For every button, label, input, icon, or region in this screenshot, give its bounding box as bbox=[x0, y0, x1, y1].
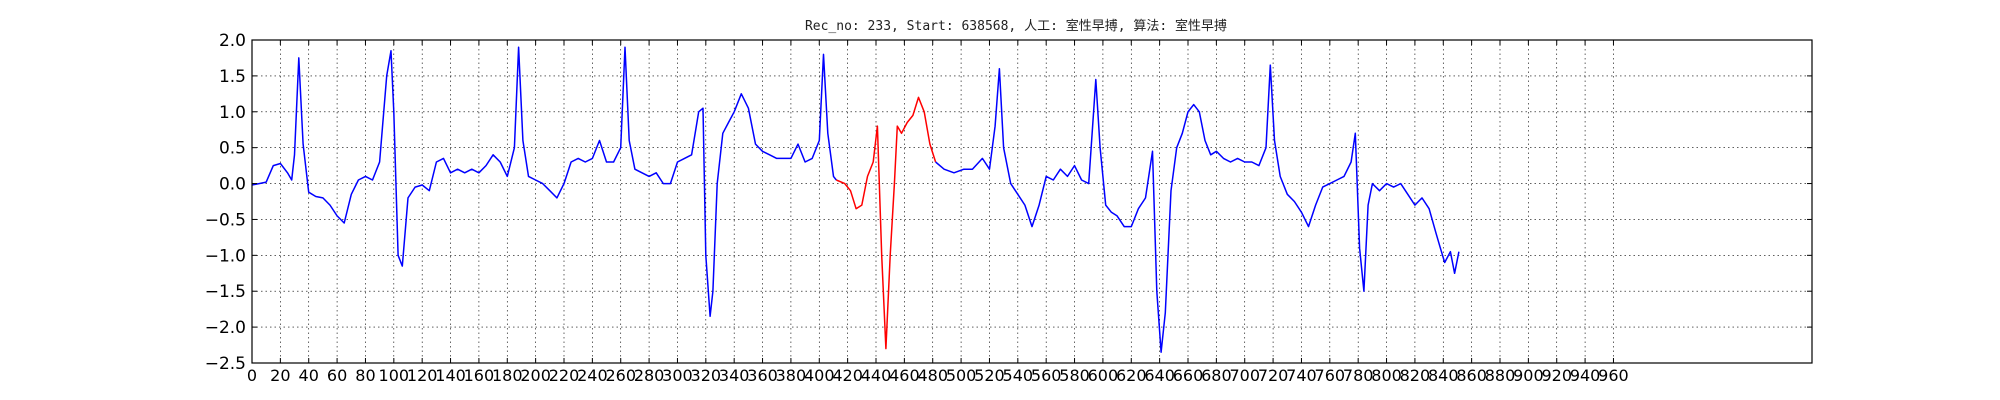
x-tick-label: 840 bbox=[1428, 366, 1459, 385]
ecg-trace-blue-2 bbox=[935, 64, 1460, 353]
x-tick-label: 400 bbox=[804, 366, 835, 385]
x-tick-label: 440 bbox=[861, 366, 892, 385]
y-tick-label: 0.0 bbox=[219, 175, 246, 195]
x-tick-label: 800 bbox=[1371, 366, 1402, 385]
x-tick-label: 500 bbox=[946, 366, 977, 385]
x-tick-label: 580 bbox=[1059, 366, 1090, 385]
axes-frame bbox=[251, 39, 1813, 364]
x-tick-label: 640 bbox=[1144, 366, 1175, 385]
x-tick-label: 320 bbox=[691, 366, 722, 385]
x-axis: 0 20 40 60 80 1001201401601802002202402602803… bbox=[247, 40, 1629, 385]
x-tick-label: 600 bbox=[1088, 366, 1119, 385]
x-tick-label: 900 bbox=[1513, 366, 1544, 385]
chart-title: Rec_no: 233, Start: 638568, 人工: 室性早搏, 算法… bbox=[805, 18, 1227, 34]
x-tick-label: 340 bbox=[719, 366, 750, 385]
x-tick-label: 200 bbox=[520, 366, 551, 385]
y-tick-label: −2.0 bbox=[205, 318, 246, 338]
x-tick-label: 260 bbox=[605, 366, 636, 385]
x-tick-label: 940 bbox=[1570, 366, 1601, 385]
y-tick-label: 2.0 bbox=[219, 31, 246, 51]
x-tick-label: 100 bbox=[379, 366, 410, 385]
x-tick-label: 560 bbox=[1031, 366, 1062, 385]
x-tick-label: 360 bbox=[747, 366, 778, 385]
y-axis: 2.0 1.5 1.0 0.5 0.0 −0.5 −1.0 −1.5 −2.0 −2.5 bbox=[205, 31, 1812, 374]
y-tick-label: −2.5 bbox=[205, 354, 246, 374]
x-tick-label: 180 bbox=[492, 366, 523, 385]
x-tick-label: 920 bbox=[1541, 366, 1572, 385]
x-tick-label: 220 bbox=[549, 366, 580, 385]
y-tick-label: 1.5 bbox=[219, 67, 246, 87]
ecg-trace-blue-0 bbox=[251, 46, 837, 318]
y-tick-label: −1.0 bbox=[205, 246, 246, 266]
x-tick-label: 700 bbox=[1229, 366, 1260, 385]
x-tick-label: 720 bbox=[1258, 366, 1289, 385]
x-tick-label: 740 bbox=[1286, 366, 1317, 385]
x-tick-label: 380 bbox=[776, 366, 807, 385]
x-tick-label: 40 bbox=[299, 366, 319, 385]
x-tick-label: 680 bbox=[1201, 366, 1232, 385]
x-tick-label: 240 bbox=[577, 366, 608, 385]
x-tick-label: 780 bbox=[1343, 366, 1374, 385]
x-tick-label: 20 bbox=[270, 366, 290, 385]
x-tick-label: 520 bbox=[974, 366, 1005, 385]
x-tick-label: 460 bbox=[889, 366, 920, 385]
x-tick-label: 660 bbox=[1173, 366, 1204, 385]
x-tick-label: 160 bbox=[464, 366, 495, 385]
x-tick-label: 480 bbox=[917, 366, 948, 385]
x-tick-label: 140 bbox=[435, 366, 466, 385]
y-tick-label: −1.5 bbox=[205, 282, 246, 302]
y-tick-label: 1.0 bbox=[219, 103, 246, 123]
ecg-trace-red-1 bbox=[836, 96, 937, 350]
x-tick-label: 880 bbox=[1485, 366, 1516, 385]
x-tick-label: 820 bbox=[1400, 366, 1431, 385]
x-tick-label: 620 bbox=[1116, 366, 1147, 385]
y-tick-label: −0.5 bbox=[205, 210, 246, 230]
x-tick-label: 60 bbox=[327, 366, 347, 385]
x-tick-label: 80 bbox=[355, 366, 375, 385]
x-tick-label: 860 bbox=[1456, 366, 1487, 385]
y-tick-label: 0.5 bbox=[219, 139, 246, 159]
x-tick-label: 0 bbox=[247, 366, 257, 385]
x-tick-label: 540 bbox=[1003, 366, 1034, 385]
grid-lines bbox=[251, 39, 1812, 364]
x-tick-label: 300 bbox=[662, 366, 693, 385]
x-tick-label: 760 bbox=[1315, 366, 1346, 385]
x-tick-label: 280 bbox=[634, 366, 665, 385]
x-tick-label: 420 bbox=[832, 366, 863, 385]
x-tick-label: 960 bbox=[1598, 366, 1629, 385]
x-tick-label: 120 bbox=[407, 366, 438, 385]
ecg-series bbox=[251, 46, 1460, 353]
